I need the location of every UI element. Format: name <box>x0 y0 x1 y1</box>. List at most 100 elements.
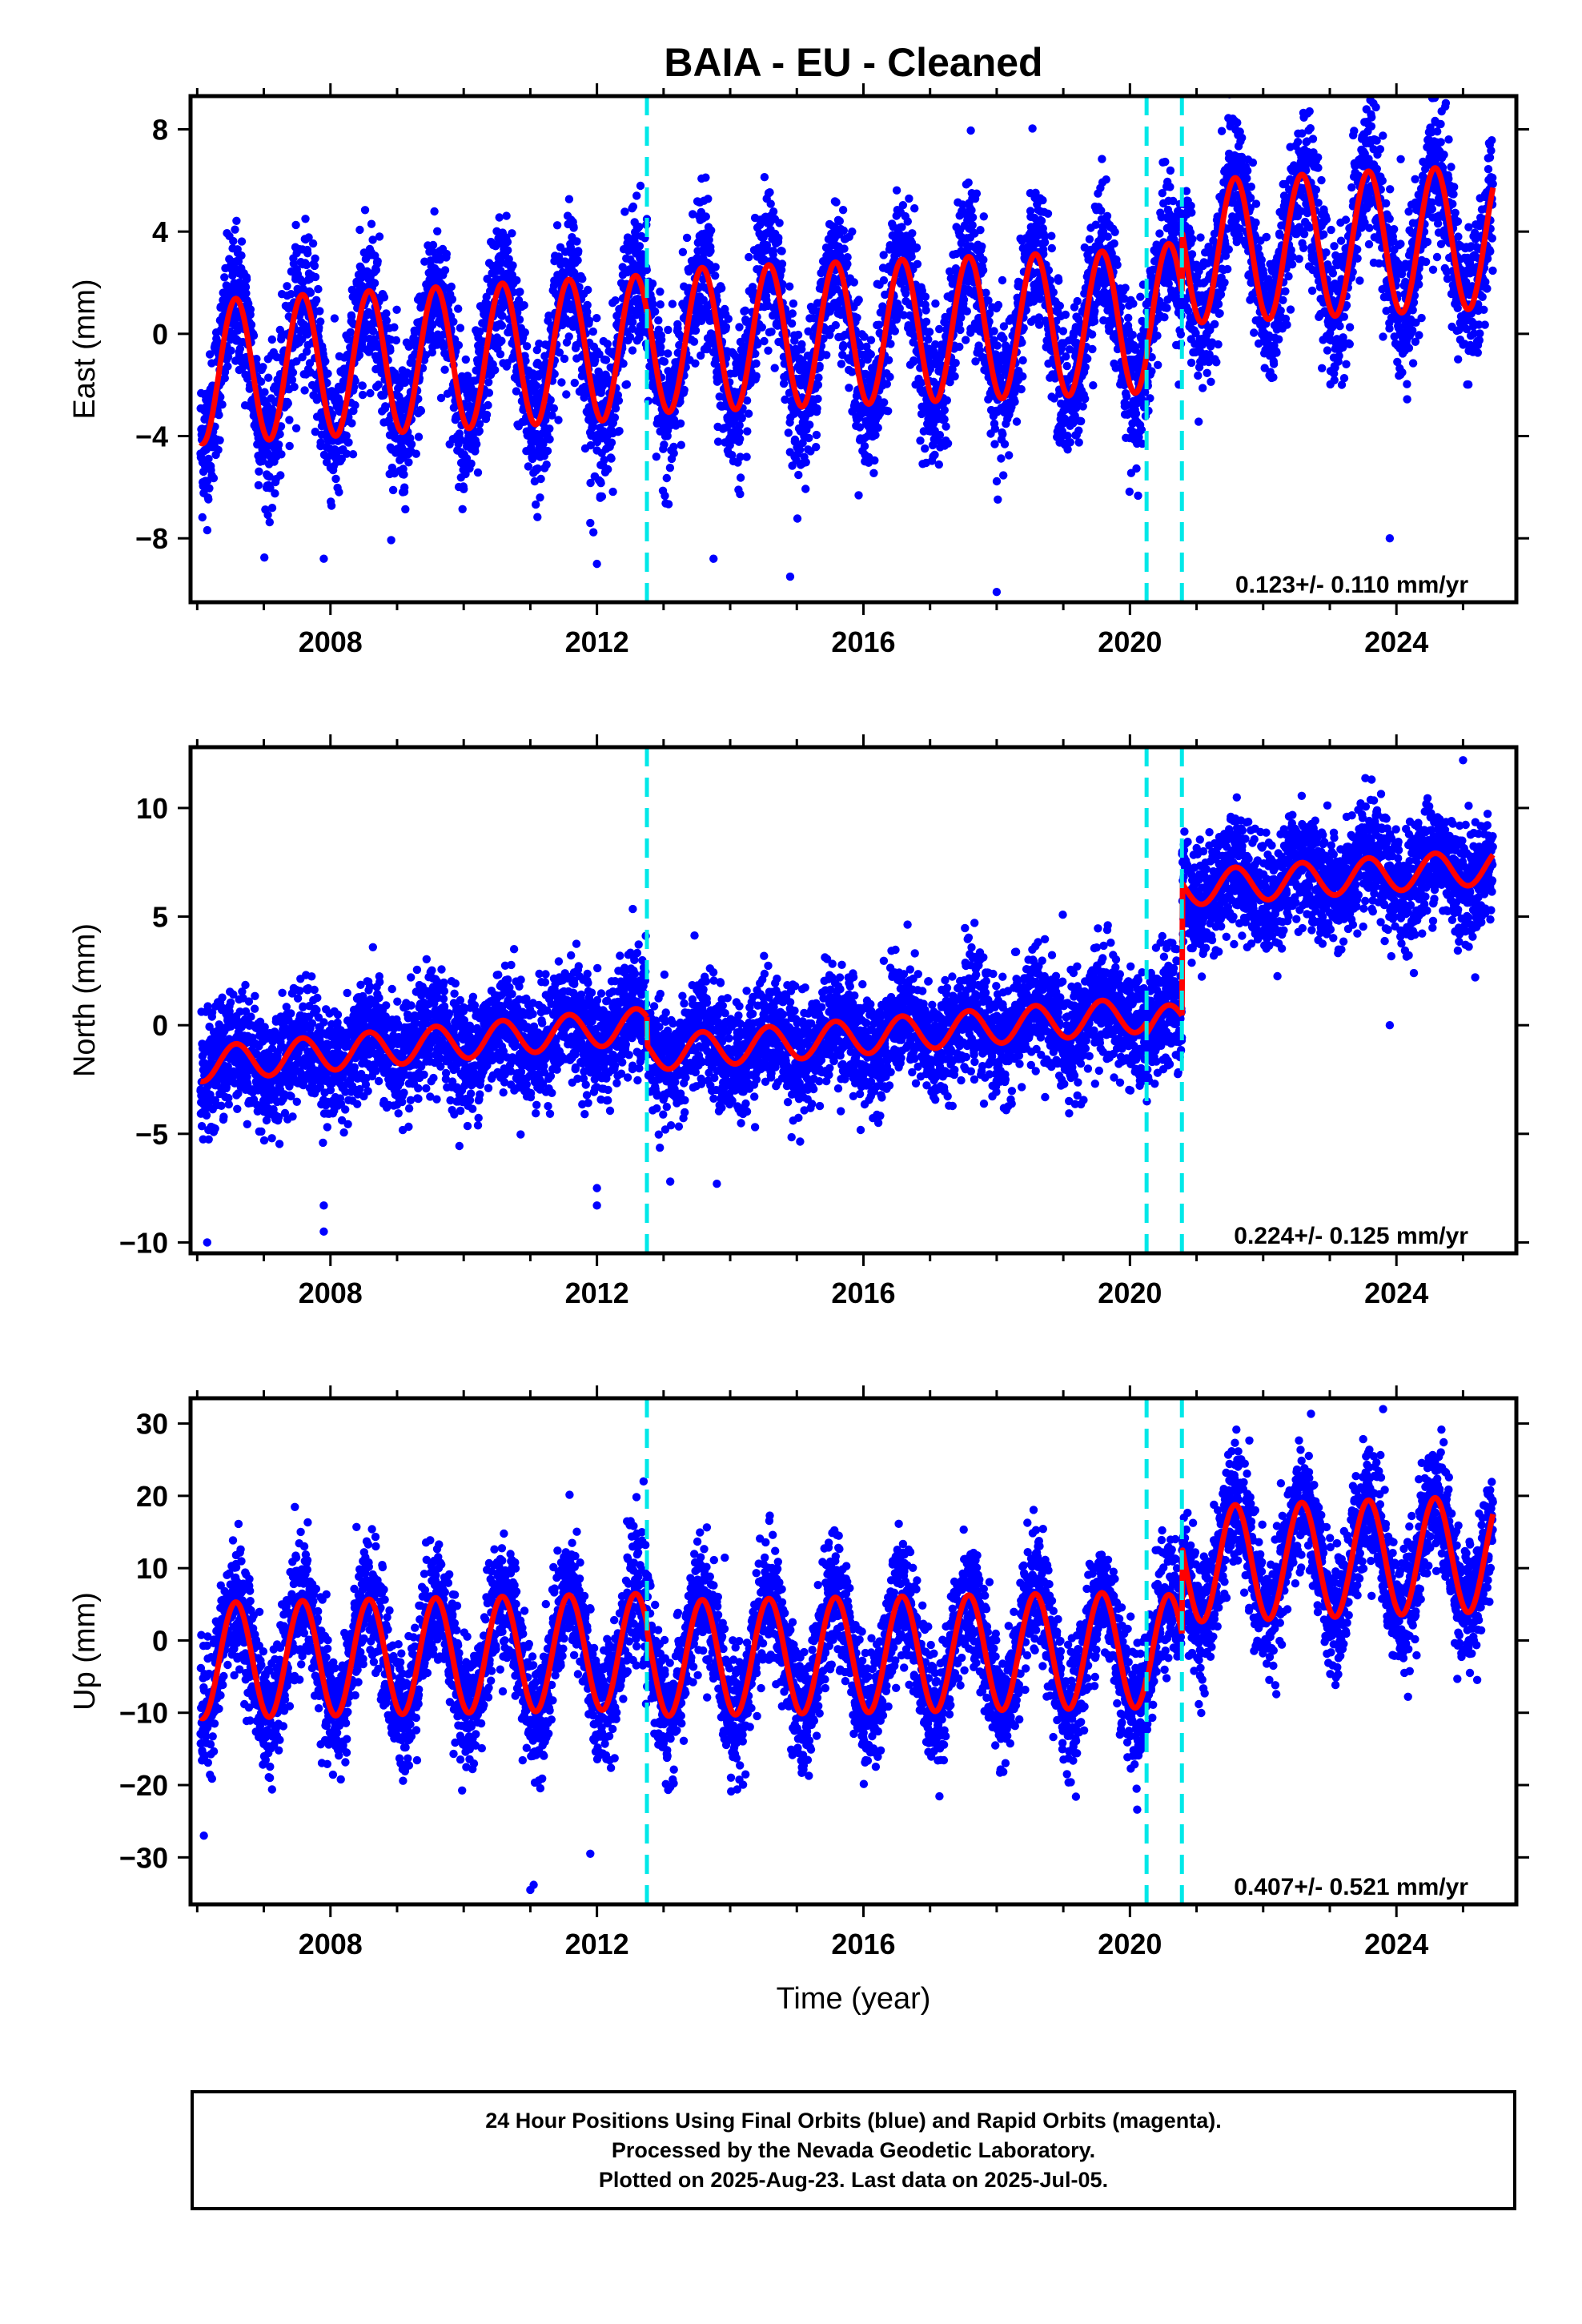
data-point <box>524 462 533 471</box>
data-point <box>805 433 813 443</box>
data-point <box>662 473 671 483</box>
data-point <box>267 504 277 513</box>
data-point <box>608 487 617 497</box>
data-point <box>542 460 551 469</box>
data-point <box>665 464 675 472</box>
data-point <box>218 400 227 409</box>
data-point <box>290 382 299 392</box>
data-point <box>583 300 592 310</box>
data-point <box>992 476 1002 486</box>
data-point <box>560 354 569 364</box>
data-point <box>831 320 841 330</box>
data-point <box>1037 216 1046 225</box>
data-point <box>907 252 916 261</box>
data-point <box>448 295 457 304</box>
data-point <box>348 450 358 459</box>
data-point <box>1073 296 1082 306</box>
data-point <box>620 207 629 216</box>
data-point <box>291 220 300 230</box>
data-point <box>291 424 301 432</box>
data-point <box>404 458 413 467</box>
data-point <box>536 493 544 502</box>
data-point <box>381 402 390 411</box>
data-point <box>266 484 275 493</box>
data-point <box>1063 445 1072 454</box>
data-point <box>777 259 787 268</box>
data-point <box>247 320 256 329</box>
data-point <box>355 351 364 360</box>
data-point <box>628 318 637 327</box>
data-point <box>707 226 716 235</box>
data-point <box>839 226 849 235</box>
data-point <box>1047 231 1056 240</box>
data-point <box>866 336 876 344</box>
data-point <box>1088 344 1097 354</box>
data-point <box>812 443 821 452</box>
data-point <box>327 501 336 510</box>
data-point <box>205 484 214 493</box>
data-point <box>285 416 294 424</box>
data-point <box>676 419 685 428</box>
data-point <box>588 327 597 336</box>
data-point <box>848 227 857 236</box>
data-point <box>619 359 628 368</box>
data-point <box>259 456 267 465</box>
data-point <box>839 340 848 350</box>
data-point <box>569 223 578 232</box>
data-point <box>276 471 285 480</box>
data-point <box>680 385 689 395</box>
data-point <box>735 323 744 332</box>
data-point <box>536 474 545 484</box>
data-point <box>964 178 973 187</box>
data-point <box>769 207 778 216</box>
data-point <box>850 398 860 408</box>
data-point <box>1018 356 1027 365</box>
data-point <box>769 247 778 255</box>
data-point <box>1089 381 1098 390</box>
data-point <box>967 206 976 215</box>
data-point <box>657 336 666 344</box>
data-point <box>311 272 320 282</box>
data-point <box>1102 211 1112 220</box>
data-point <box>849 278 859 287</box>
data-point <box>691 359 700 368</box>
data-point <box>879 275 889 285</box>
data-point <box>584 285 592 295</box>
data-point <box>484 400 492 410</box>
data-point <box>913 259 922 268</box>
data-point <box>311 254 319 263</box>
data-point <box>994 495 1002 504</box>
data-point <box>267 335 276 344</box>
data-point <box>1028 124 1037 133</box>
data-point <box>227 346 235 355</box>
data-point <box>976 226 985 235</box>
data-point <box>252 355 261 364</box>
data-point <box>885 372 894 381</box>
data-point <box>330 314 339 323</box>
data-point <box>1074 426 1083 435</box>
data-point <box>1081 394 1090 404</box>
data-point <box>611 404 620 413</box>
data-point <box>784 428 793 437</box>
data-point <box>775 219 784 227</box>
data-point <box>303 249 312 258</box>
data-point <box>711 271 720 280</box>
data-point <box>840 244 849 253</box>
data-point <box>310 261 319 271</box>
data-point <box>1062 352 1070 361</box>
data-point <box>931 299 940 308</box>
data-point <box>1012 417 1022 426</box>
data-point <box>589 528 598 537</box>
data-point <box>430 207 439 216</box>
data-point <box>1005 451 1014 460</box>
data-point <box>504 246 512 255</box>
data-point <box>271 489 279 498</box>
data-point <box>283 282 291 291</box>
data-point <box>366 388 375 398</box>
data-point <box>277 450 286 459</box>
data-point <box>552 221 562 230</box>
data-point <box>648 300 657 308</box>
data-point <box>805 420 814 429</box>
data-point <box>853 313 861 322</box>
data-point <box>656 348 665 357</box>
